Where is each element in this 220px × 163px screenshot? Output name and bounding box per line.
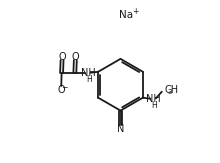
Text: O: O xyxy=(58,52,66,62)
Text: NH: NH xyxy=(146,94,160,104)
Text: 3: 3 xyxy=(168,89,172,95)
Text: O: O xyxy=(57,85,65,95)
Text: +: + xyxy=(132,7,138,16)
Text: −: − xyxy=(61,83,68,92)
Text: O: O xyxy=(72,52,79,62)
Text: Na: Na xyxy=(119,10,133,20)
Text: H: H xyxy=(152,101,157,110)
Text: H: H xyxy=(86,75,92,84)
Text: NH: NH xyxy=(81,68,95,78)
Text: N: N xyxy=(117,124,124,134)
Text: CH: CH xyxy=(164,85,178,95)
